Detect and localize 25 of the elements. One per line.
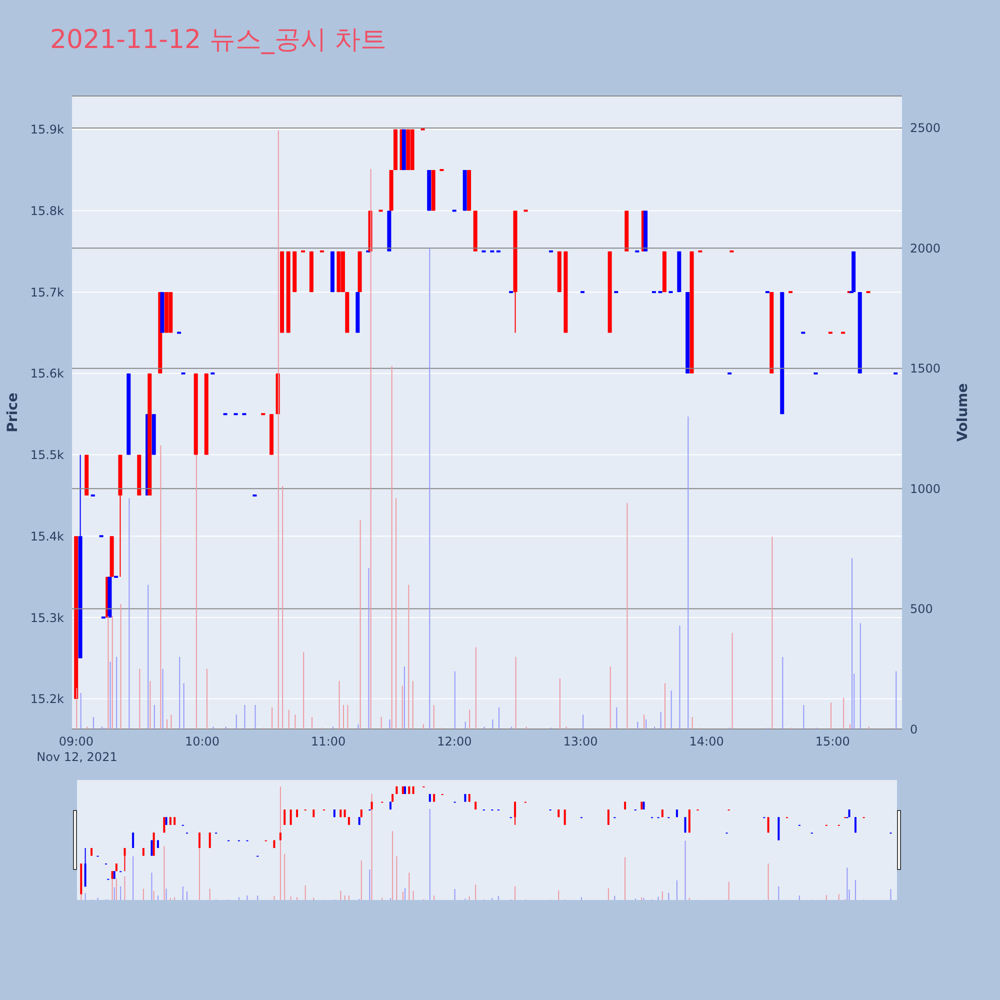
y-tick-label: 15.3k	[30, 610, 64, 625]
y2-tick-label: 500	[910, 602, 933, 616]
text: Nov 12, 2021	[36, 750, 118, 764]
x-tick-label: 11:00	[311, 734, 346, 749]
y2-tick-label: 0	[910, 722, 918, 736]
x-tick-label: 09:00	[58, 734, 94, 749]
y-axis-title: Price	[4, 392, 21, 432]
x-tick-label: 10:00	[184, 734, 220, 749]
x-tick-label: 15:00	[815, 734, 850, 749]
y-tick-label: 15.7k	[30, 285, 64, 300]
y-tick-label: 15.2k	[30, 692, 64, 706]
x-tick-label: 13:00	[563, 734, 598, 749]
x-tick-label: 14:00	[689, 734, 724, 749]
y-tick-label: 15.5k	[30, 448, 64, 462]
y-tick-label: 15.9k	[30, 122, 64, 137]
y-tick-label: 15.4k	[30, 529, 64, 544]
y2-axis-title: Volume	[954, 383, 971, 442]
chart-title: 2021-11-12 뉴스_공시 차트	[50, 24, 387, 57]
y-tick-label: 15.6k	[30, 366, 64, 381]
y2-tick-label: 1000	[910, 482, 941, 496]
y2-tick-label: 2500	[910, 121, 941, 136]
y2-tick-label: 1500	[910, 362, 941, 376]
x-tick-label: 12:00	[437, 734, 472, 749]
y-tick-label: 15.8k	[30, 204, 64, 218]
y2-tick-label: 2000	[910, 241, 941, 256]
